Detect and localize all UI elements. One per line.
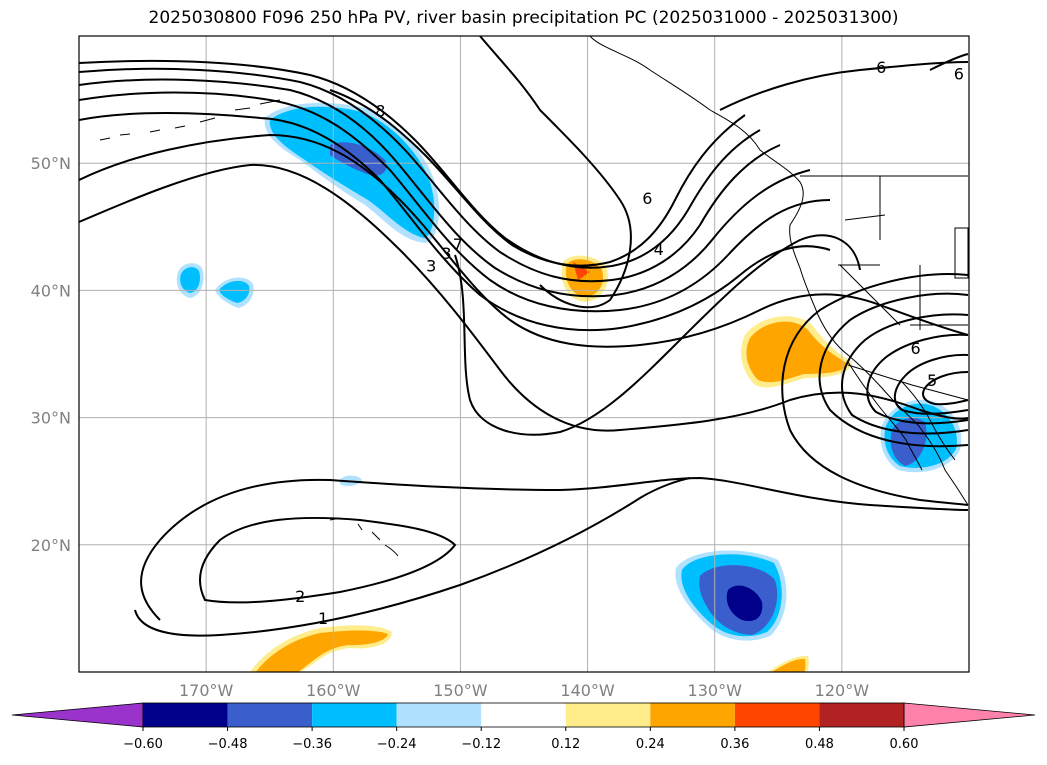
contour-label: 8 (375, 101, 385, 120)
colorbar-box (650, 703, 735, 727)
lon-tick-label: 120°W (815, 681, 870, 700)
colorbar-tick-label: −0.48 (208, 737, 248, 752)
shading-positive-south-core (256, 630, 388, 672)
pv-contour-east-low (781, 273, 969, 506)
lon-tick-label: 130°W (688, 681, 743, 700)
colorbar-box (565, 703, 651, 727)
pv-contour-ring-3 (866, 333, 969, 425)
lon-tick-label: 140°W (560, 681, 615, 700)
longitude-labels: 170°W 160°W 150°W 140°W 130°W 120°W (179, 681, 869, 700)
pv-contour-outer-ridge (479, 36, 632, 309)
latitude-labels: 20°N 30°N 40°N 50°N (31, 154, 71, 555)
colorbar-tick-label: −0.12 (461, 737, 501, 752)
pv-contour-ridge-loop (454, 234, 861, 436)
colorbar-tick-label: 0.48 (805, 737, 834, 752)
map-frame (78, 35, 970, 673)
pv-contour-east-top (719, 53, 969, 111)
contour-label: 6 (911, 339, 921, 358)
lon-tick-label: 150°W (433, 681, 488, 700)
contour-label: 3 (426, 257, 436, 276)
contour-label: 2 (295, 587, 305, 606)
contour-label: 6 (876, 58, 886, 77)
pv-contours (79, 36, 969, 637)
lon-tick-label: 160°W (306, 681, 361, 700)
coastline-gulf (899, 379, 956, 461)
pv-contour-subtropic-inner (199, 516, 457, 604)
pv-contour-ring-4 (893, 353, 969, 415)
contour-label: 3 (441, 244, 451, 263)
colorbar-box (734, 703, 820, 727)
pv-contour-3 (79, 112, 831, 332)
contour-label: 1 (318, 609, 328, 628)
border-states-1 (838, 176, 969, 330)
lat-tick-label: 40°N (31, 281, 71, 300)
colorbar-tick-label: 0.36 (720, 737, 749, 752)
pv-contour-subtropic-2 (134, 477, 691, 637)
colorbar-extend-high (903, 702, 1036, 728)
lon-tick-label: 170°W (179, 681, 234, 700)
contour-label: 7 (453, 235, 463, 254)
contour-label: 5 (927, 371, 937, 390)
border-us-mexico (847, 364, 969, 401)
lat-tick-label: 50°N (31, 154, 71, 173)
pv-contour-5 (79, 78, 811, 298)
pv-contour-ring-1 (818, 292, 969, 448)
coastline-baja (847, 361, 923, 471)
pv-contour-8 (329, 89, 746, 267)
pv-contour-2 (79, 133, 969, 348)
colorbar-tick-label: −0.36 (292, 737, 332, 752)
colorbar: −0.60 −0.48 −0.36 −0.24 −0.12 0.12 0.24 0.36 0.4… (11, 702, 1036, 752)
colorbar-box (227, 703, 313, 727)
colorbar-tick-label: −0.60 (123, 737, 163, 752)
figure-title: 2025030800 F096 250 hPa PV, river basin … (148, 8, 899, 28)
colorbar-box (312, 703, 397, 727)
pv-contour-6 (79, 67, 781, 283)
pv-contour-ring-2 (841, 313, 969, 435)
colorbar-tick-label: 0.60 (890, 737, 919, 752)
shading-positive-california-core (746, 321, 848, 383)
shading-negative-north-pacific-core (269, 106, 435, 238)
pv-contour-4 (79, 91, 831, 313)
colorbar-tick-label: −0.24 (377, 737, 417, 752)
pv-contour-ring-5 (922, 371, 969, 406)
lat-tick-label: 20°N (31, 536, 71, 555)
colorbar-box (481, 703, 566, 727)
shading-negative-patch-west-core (180, 267, 200, 293)
colorbar-box (819, 703, 904, 727)
shading-negative-south-max (726, 585, 763, 622)
colorbar-tick-label: 0.24 (636, 737, 665, 752)
colorbar-box (396, 703, 482, 727)
colorbar-tick-label: 0.12 (551, 737, 580, 752)
contour-label: 4 (654, 240, 664, 259)
gridlines (79, 36, 969, 672)
colorbar-frame (142, 702, 905, 728)
lat-tick-label: 30°N (31, 409, 71, 428)
contour-label: 6 (954, 64, 964, 83)
shading-positive-southeast-core (772, 658, 806, 672)
coastline-north-america (589, 36, 969, 506)
pv-contour-1 (79, 163, 969, 432)
contour-label: 6 (642, 189, 652, 208)
colorbar-box (143, 703, 228, 727)
pv-contour-7 (79, 59, 761, 269)
shading-negative-patch-mid-core (219, 280, 250, 303)
pv-contour-subtropic-1 (140, 476, 969, 621)
colorbar-extend-low (11, 702, 144, 728)
islands-aleutian (99, 99, 281, 141)
shading-negative-baja-max (890, 417, 927, 466)
